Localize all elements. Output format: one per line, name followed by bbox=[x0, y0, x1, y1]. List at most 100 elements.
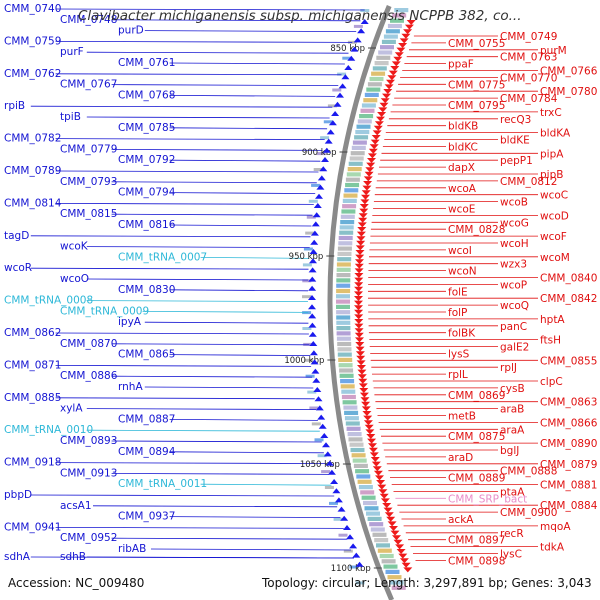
reverse-strand-arrow bbox=[354, 277, 364, 283]
feature-block bbox=[338, 533, 348, 537]
reverse-strand-arrow bbox=[377, 112, 387, 117]
forward-strand-arrow bbox=[308, 285, 317, 291]
feature-block bbox=[336, 267, 351, 272]
right-gene-label: araD bbox=[448, 452, 473, 464]
right-gene-label: CMM_0888 bbox=[500, 466, 557, 478]
leader-line bbox=[55, 8, 365, 11]
forward-strand-arrow bbox=[313, 387, 322, 392]
right-gene-label: bldKA bbox=[540, 128, 571, 140]
leader-line bbox=[169, 289, 309, 292]
forward-strand-arrow bbox=[317, 175, 326, 181]
left-gene-label: CMM_0740 bbox=[4, 3, 61, 15]
feature-block bbox=[323, 120, 333, 124]
leader-line bbox=[169, 62, 345, 65]
leader-line bbox=[111, 148, 323, 151]
right-gene-label: CMM_0763 bbox=[500, 52, 557, 64]
reverse-strand-arrow bbox=[387, 75, 397, 81]
left-gene-label: CMM_tRNA_0009 bbox=[60, 305, 149, 317]
feature-block bbox=[302, 263, 312, 267]
leader-line bbox=[30, 494, 335, 497]
feature-block bbox=[308, 199, 318, 203]
forward-strand-arrow bbox=[320, 433, 329, 438]
feature-block bbox=[355, 129, 370, 135]
feature-block bbox=[302, 279, 312, 283]
feature-block bbox=[339, 373, 354, 378]
feature-block bbox=[317, 454, 327, 458]
left-gene-label: CMM_tRNA_0011 bbox=[118, 478, 207, 490]
right-gene-label: CMM_0766 bbox=[540, 66, 598, 78]
feature-block bbox=[374, 61, 389, 66]
reverse-strand-arrow bbox=[354, 282, 364, 288]
left-gene-label: CMM_0894 bbox=[118, 446, 176, 458]
left-gene-label: CMM_0913 bbox=[60, 467, 117, 479]
right-gene-label: CMM_0869 bbox=[448, 390, 505, 402]
feature-block bbox=[342, 198, 357, 203]
reverse-strand-arrow bbox=[357, 227, 367, 232]
leader-line bbox=[86, 51, 349, 54]
left-gene-label: wcoR bbox=[4, 262, 32, 274]
leader-line bbox=[169, 127, 328, 130]
right-gene-label: wcoE bbox=[448, 204, 475, 216]
tick-label: 900 kbp bbox=[302, 148, 337, 158]
feature-block bbox=[321, 470, 331, 474]
reverse-strand-arrow bbox=[361, 194, 370, 200]
reverse-strand-arrow bbox=[356, 236, 366, 242]
feature-block bbox=[305, 374, 315, 378]
reverse-strand-arrow bbox=[384, 512, 394, 518]
reverse-strand-arrow bbox=[376, 116, 385, 122]
feature-block bbox=[360, 490, 375, 495]
reverse-strand-arrow bbox=[354, 323, 364, 329]
feature-block bbox=[344, 410, 359, 415]
feature-block bbox=[369, 76, 384, 82]
reverse-strand-arrow bbox=[357, 374, 367, 380]
forward-strand-arrow bbox=[314, 396, 323, 402]
reverse-strand-arrow bbox=[375, 475, 384, 481]
left-gene-label: pbpD bbox=[4, 489, 32, 501]
tick-label: 950 kbp bbox=[289, 252, 324, 262]
reverse-strand-arrow bbox=[379, 493, 389, 499]
right-gene-label: rplL bbox=[448, 369, 468, 381]
left-gene-label: CMM_0761 bbox=[118, 57, 175, 69]
reverse-strand-arrow bbox=[359, 204, 369, 209]
feature-block bbox=[356, 474, 371, 479]
right-gene-label: wcoH bbox=[500, 238, 529, 250]
left-gene-label: CMM_0887 bbox=[118, 413, 175, 425]
feature-block bbox=[345, 177, 360, 182]
reverse-strand-arrow bbox=[394, 52, 404, 58]
right-gene-label: rplJ bbox=[500, 362, 517, 374]
right-gene-label: recR bbox=[500, 528, 524, 540]
feature-block bbox=[350, 151, 365, 156]
right-gene-label: trxC bbox=[540, 107, 562, 119]
feature-block bbox=[351, 145, 366, 150]
feature-block bbox=[391, 585, 406, 590]
feature-block bbox=[337, 257, 352, 262]
leader-line bbox=[86, 556, 354, 559]
feature-block bbox=[304, 358, 314, 362]
reverse-strand-arrow bbox=[357, 369, 367, 375]
left-gene-label: acsA1 bbox=[60, 500, 92, 512]
leader-line bbox=[111, 343, 310, 346]
feature-block bbox=[302, 295, 311, 299]
feature-block bbox=[336, 294, 350, 299]
feature-block bbox=[342, 56, 352, 60]
reverse-strand-arrow bbox=[354, 273, 364, 278]
reverse-strand-arrow bbox=[367, 438, 377, 444]
forward-strand-arrow bbox=[360, 19, 369, 24]
feature-block bbox=[311, 422, 321, 426]
forward-strand-arrow bbox=[355, 561, 364, 567]
right-gene-label: araB bbox=[500, 404, 524, 416]
forward-strand-arrow bbox=[336, 92, 344, 98]
reverse-strand-arrow bbox=[368, 148, 378, 154]
reverse-strand-arrow bbox=[354, 309, 364, 315]
reverse-strand-arrow bbox=[354, 291, 363, 297]
feature-block bbox=[337, 341, 352, 347]
forward-strand-arrow bbox=[322, 147, 331, 153]
feature-block bbox=[305, 231, 315, 235]
feature-block bbox=[392, 13, 407, 18]
feature-block bbox=[344, 188, 359, 193]
right-gene-label: bldKE bbox=[500, 135, 530, 147]
reverse-strand-arrow bbox=[383, 89, 393, 94]
left-gene-label: CMM_0789 bbox=[4, 165, 61, 177]
reverse-strand-arrow bbox=[387, 521, 397, 527]
feature-block bbox=[346, 172, 361, 177]
